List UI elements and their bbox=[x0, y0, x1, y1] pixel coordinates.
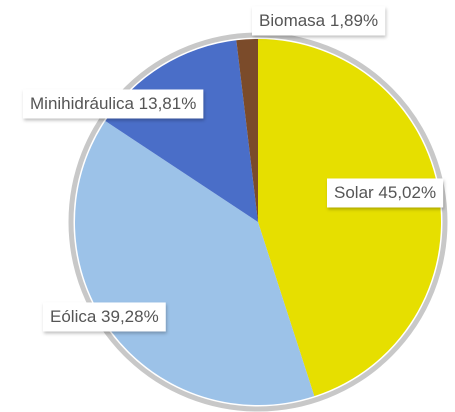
pie-slice bbox=[236, 39, 258, 222]
label-category: Eólica bbox=[50, 307, 97, 326]
label-category: Biomasa bbox=[259, 11, 326, 30]
data-label: Minihidráulica 13,81% bbox=[23, 89, 204, 119]
label-box bbox=[43, 302, 166, 332]
label-text: Eólica 39,28% bbox=[50, 307, 159, 326]
label-text: Biomasa 1,89% bbox=[259, 11, 378, 30]
label-value: 1,89% bbox=[330, 11, 378, 30]
label-value: 13,81% bbox=[139, 94, 197, 113]
label-box bbox=[252, 6, 386, 36]
pie-slice bbox=[75, 121, 315, 405]
pie-slice bbox=[105, 40, 258, 223]
data-label: Eólica 39,28% bbox=[43, 302, 166, 332]
data-label: Solar 45,02% bbox=[327, 178, 444, 208]
label-box bbox=[327, 178, 444, 208]
label-value: 39,28% bbox=[101, 307, 159, 326]
label-category: Solar bbox=[334, 183, 374, 202]
label-box bbox=[23, 89, 204, 119]
pie-slice bbox=[258, 39, 441, 397]
label-category: Minihidráulica bbox=[30, 94, 134, 113]
label-value: 45,02% bbox=[378, 183, 436, 202]
label-text: Minihidráulica 13,81% bbox=[30, 94, 196, 113]
label-text: Solar 45,02% bbox=[334, 183, 436, 202]
data-label: Biomasa 1,89% bbox=[252, 6, 386, 36]
